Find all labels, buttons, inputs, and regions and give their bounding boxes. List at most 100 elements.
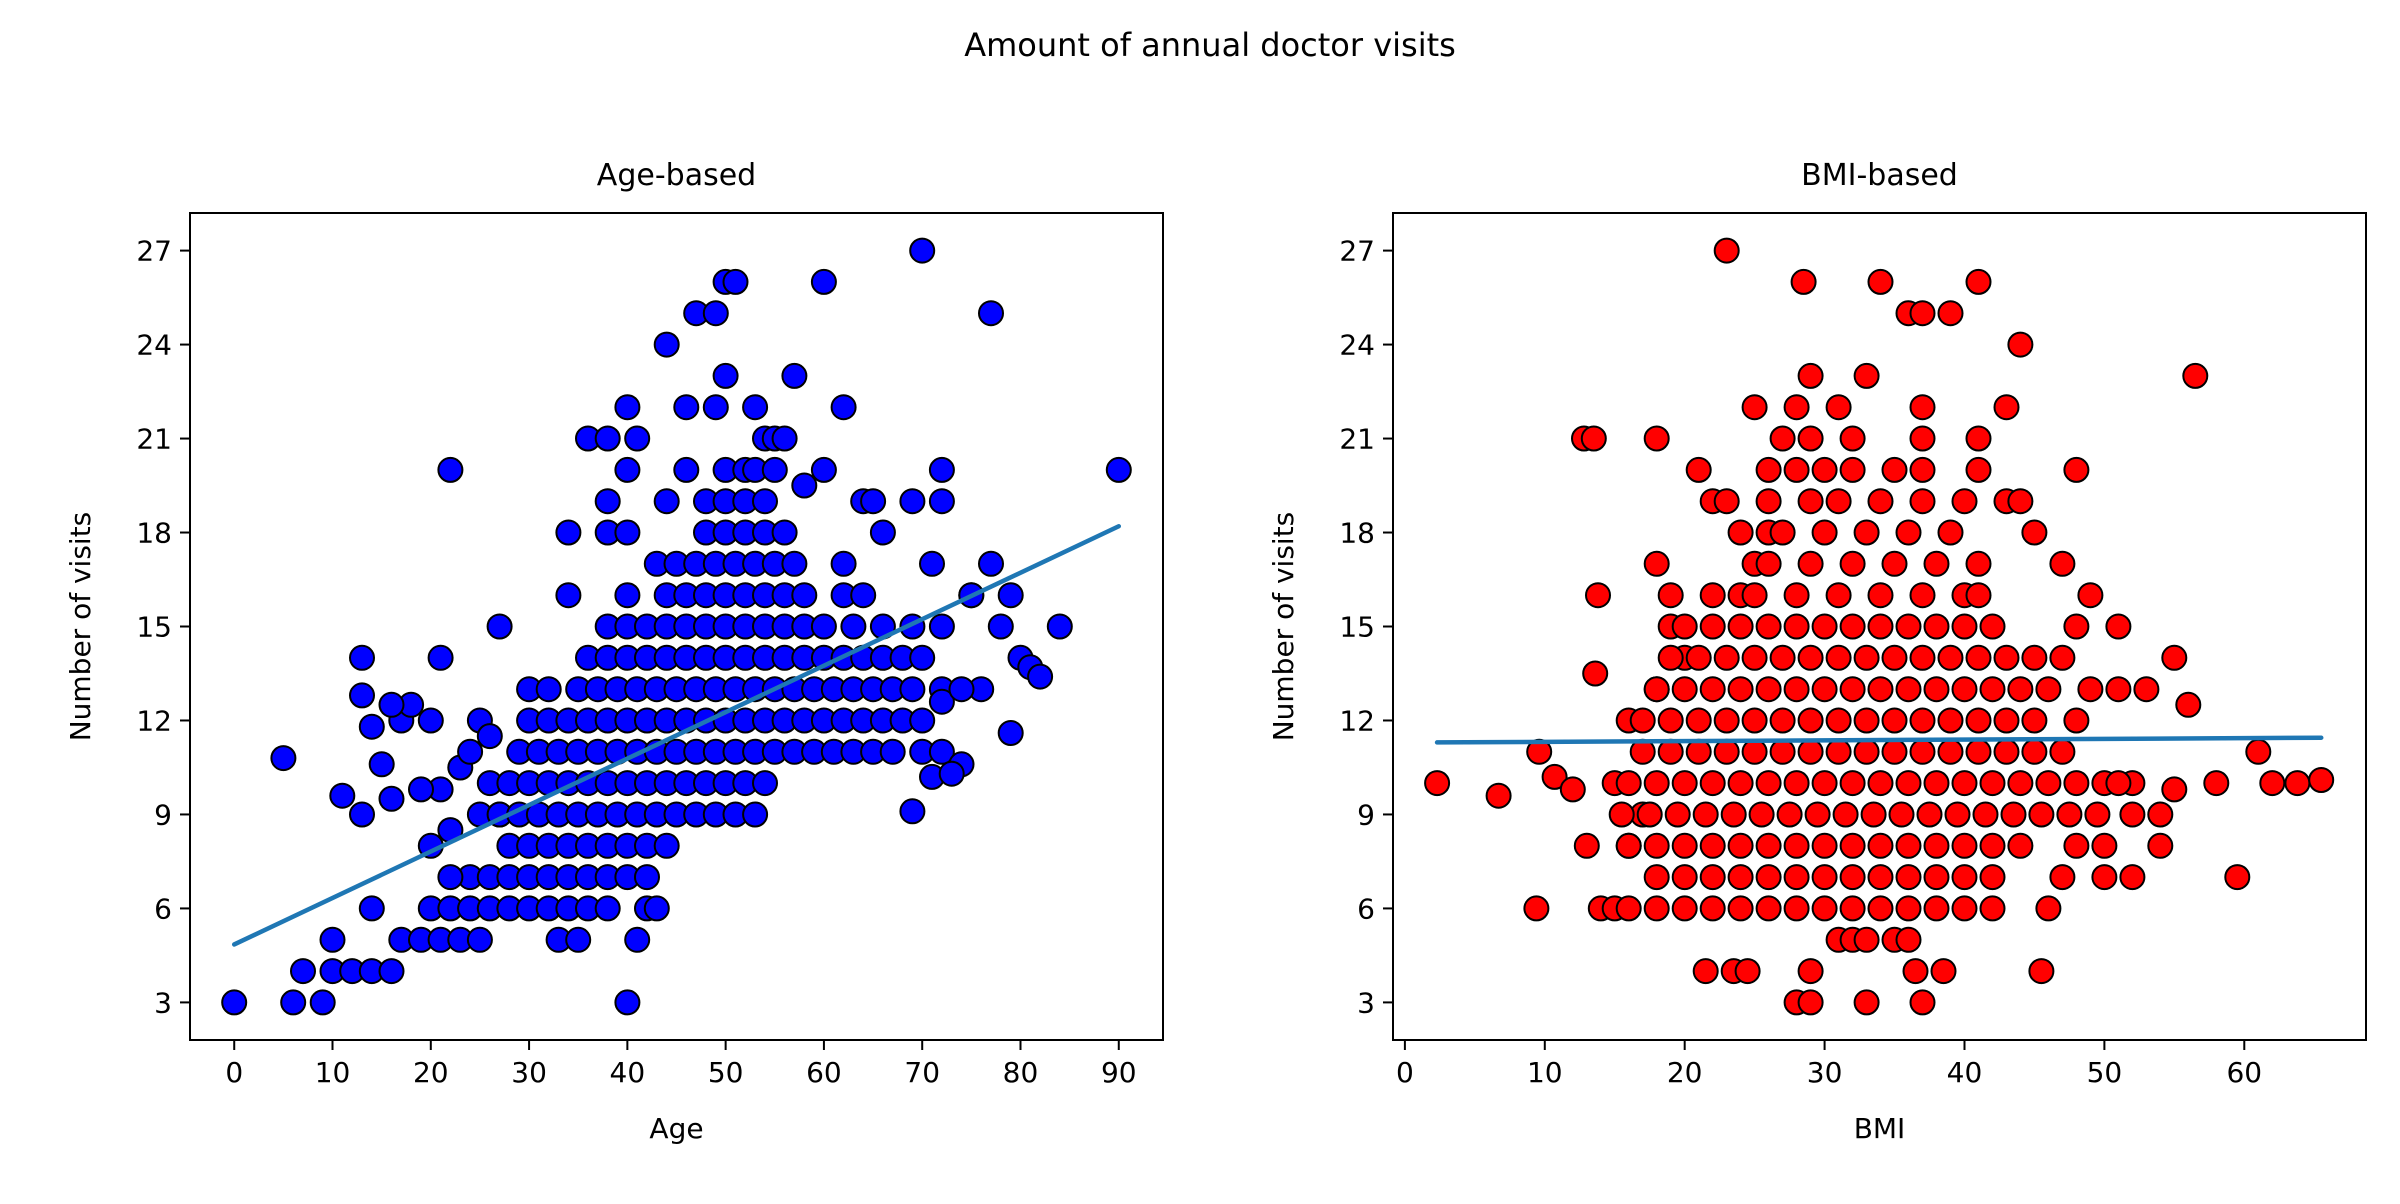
data-point	[1657, 644, 1684, 671]
data-point	[1881, 738, 1908, 765]
data-point	[378, 958, 405, 985]
data-point	[2021, 644, 2048, 671]
data-point	[555, 519, 582, 546]
data-point	[1699, 676, 1726, 703]
data-point	[1825, 707, 1852, 734]
data-point	[457, 738, 484, 765]
data-point	[614, 456, 641, 483]
data-point	[899, 676, 926, 703]
y-tick-label: 18	[1339, 517, 1375, 550]
data-point	[1727, 895, 1754, 922]
data-point	[1804, 801, 1831, 828]
data-point	[565, 926, 592, 953]
data-point	[1909, 644, 1936, 671]
data-point	[1909, 989, 1936, 1016]
data-point	[1895, 613, 1922, 640]
data-point	[1839, 425, 1866, 452]
data-point	[1923, 550, 1950, 577]
data-point	[2028, 958, 2055, 985]
data-point	[1727, 613, 1754, 640]
data-point	[712, 362, 739, 389]
data-point	[1713, 644, 1740, 671]
data-point	[1692, 958, 1719, 985]
y-tick-label: 12	[136, 704, 172, 737]
data-point	[2021, 738, 2048, 765]
data-point	[1965, 268, 1992, 295]
data-point	[1965, 707, 1992, 734]
data-point	[1923, 864, 1950, 891]
x-tick-label: 90	[1101, 1056, 1137, 1089]
data-point	[1713, 237, 1740, 264]
y-tick-label: 9	[154, 798, 172, 831]
data-point	[1993, 707, 2020, 734]
data-point	[1895, 832, 1922, 859]
data-point	[1643, 425, 1670, 452]
data-point	[1909, 707, 1936, 734]
data-point	[1615, 770, 1642, 797]
data-point	[2245, 738, 2272, 765]
data-point	[1797, 488, 1824, 515]
data-point	[1671, 895, 1698, 922]
data-point	[1734, 958, 1761, 985]
data-point	[1811, 770, 1838, 797]
data-point	[594, 425, 621, 452]
data-point	[594, 488, 621, 515]
data-point	[1580, 425, 1607, 452]
data-point	[1937, 707, 1964, 734]
data-point	[1699, 832, 1726, 859]
data-point	[1965, 738, 1992, 765]
data-point	[1909, 456, 1936, 483]
data-point	[1755, 832, 1782, 859]
data-point	[997, 720, 1024, 746]
data-point	[1867, 676, 1894, 703]
y-tick-label: 27	[1339, 235, 1375, 268]
data-point	[1853, 644, 1880, 671]
data-point	[2175, 691, 2202, 718]
data-point	[1867, 268, 1894, 295]
y-tick-label: 24	[136, 329, 172, 362]
data-point	[1944, 801, 1971, 828]
data-point	[1811, 832, 1838, 859]
data-point	[1951, 488, 1978, 515]
data-point	[1825, 582, 1852, 609]
data-point	[1671, 613, 1698, 640]
data-point	[2035, 676, 2062, 703]
data-point	[928, 456, 955, 483]
data-point	[909, 237, 936, 264]
data-point	[270, 745, 297, 772]
data-point	[2007, 331, 2034, 358]
y-tick-label: 24	[1339, 329, 1375, 362]
data-point	[2105, 770, 2132, 797]
data-point	[978, 300, 1004, 327]
x-tick-label: 20	[1667, 1056, 1703, 1089]
data-point	[1769, 738, 1796, 765]
data-point	[1979, 864, 2006, 891]
data-point	[1909, 425, 1936, 452]
data-point	[349, 801, 375, 828]
data-point	[1895, 864, 1922, 891]
data-point	[1713, 707, 1740, 734]
data-point	[771, 425, 798, 452]
data-point	[1839, 895, 1866, 922]
data-point	[1755, 456, 1782, 483]
data-point	[928, 688, 955, 715]
data-point	[1699, 770, 1726, 797]
data-point	[2007, 676, 2034, 703]
data-point	[810, 613, 837, 640]
x-tick-label: 20	[413, 1056, 449, 1089]
data-point	[466, 926, 493, 953]
data-point	[1755, 613, 1782, 640]
data-point	[1573, 832, 1600, 859]
data-point	[1839, 864, 1866, 891]
subplot-title: Age-based	[597, 158, 756, 193]
data-point	[1965, 550, 1992, 577]
data-point	[349, 644, 375, 671]
data-point	[319, 926, 346, 953]
data-point	[1825, 738, 1852, 765]
data-point	[634, 864, 660, 891]
data-point	[1741, 394, 1768, 421]
data-point	[1046, 613, 1073, 640]
data-point	[1769, 519, 1796, 546]
data-point	[997, 582, 1024, 609]
regression-line	[1434, 735, 2324, 745]
